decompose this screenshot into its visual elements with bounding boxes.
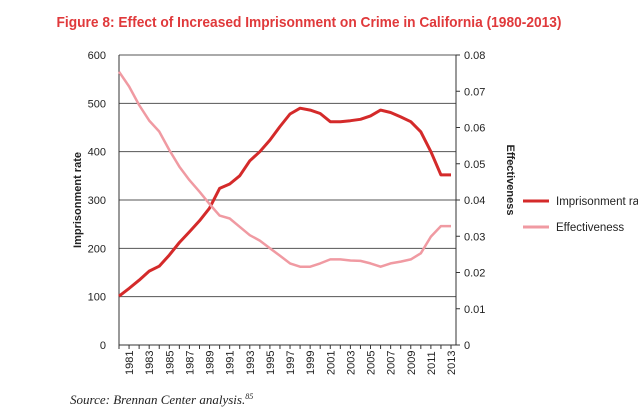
x-tick-label: 2013 <box>446 351 458 375</box>
y-tick-label: 200 <box>88 243 106 255</box>
x-tick-label: 2003 <box>345 351 357 375</box>
x-tick-label: 1999 <box>305 351 317 375</box>
y2-tick-label: 0 <box>464 340 470 352</box>
tick-labels: 0 100 200 300 400 500 600 0 0.01 0.02 0.03 0.04 0.05… <box>88 50 486 375</box>
x-tick-label: 2007 <box>386 351 398 375</box>
y2-tick-label: 0.01 <box>464 304 485 316</box>
x-tick-label: 1981 <box>124 351 136 375</box>
legend-label-imprisonment: Imprisonment rate <box>556 196 638 208</box>
x-tick-label: 1987 <box>184 351 196 375</box>
x-tick-label: 1993 <box>245 351 257 375</box>
x-tick-label: 2001 <box>325 351 337 375</box>
y2-tick-label: 0.03 <box>464 231 485 243</box>
y-tick-label: 100 <box>88 292 106 304</box>
legend: Imprisonment rate Effectiveness <box>523 196 638 234</box>
x-tick-label: 1983 <box>144 351 156 375</box>
y-tick-label: 300 <box>88 195 106 207</box>
series-lines <box>117 70 452 298</box>
x-tick-label: 2009 <box>406 351 418 375</box>
chart-title: Figure 8: Effect of Increased Imprisonme… <box>57 14 562 31</box>
y2-axis-label: Effectiveness <box>504 145 516 216</box>
x-tick-label: 1991 <box>225 351 237 375</box>
y2-tick-label: 0.07 <box>464 86 485 98</box>
source-text: Source: Brennan Center analysis. <box>70 392 245 407</box>
series-line-effectiveness <box>117 70 451 268</box>
y-tick-label: 400 <box>88 147 106 159</box>
y2-tick-label: 0.04 <box>464 195 485 207</box>
y2-tick-label: 0.08 <box>464 50 485 62</box>
legend-label-effectiveness: Effectiveness <box>556 222 624 234</box>
y-tick-label: 500 <box>88 98 106 110</box>
x-tick-label: 2005 <box>366 351 378 375</box>
x-tick-label: 1985 <box>164 351 176 375</box>
y2-tick-label: 0.05 <box>464 159 485 171</box>
y-tick-label: 600 <box>88 50 106 62</box>
y-tick-label: 0 <box>100 340 106 352</box>
source-footnote: 85 <box>245 392 253 401</box>
axes <box>118 54 460 349</box>
y-axis-label: Imprisonment rate <box>72 152 84 248</box>
source-note: Source: Brennan Center analysis.85 <box>70 392 253 407</box>
x-tick-label: 1997 <box>285 351 297 375</box>
x-tick-label: 2011 <box>426 351 438 375</box>
y2-tick-label: 0.02 <box>464 268 485 280</box>
y2-tick-label: 0.06 <box>464 123 485 135</box>
x-tick-label: 1989 <box>205 351 217 375</box>
series-line-imprisonment-rate <box>118 106 451 298</box>
x-tick-label: 1995 <box>265 351 277 375</box>
